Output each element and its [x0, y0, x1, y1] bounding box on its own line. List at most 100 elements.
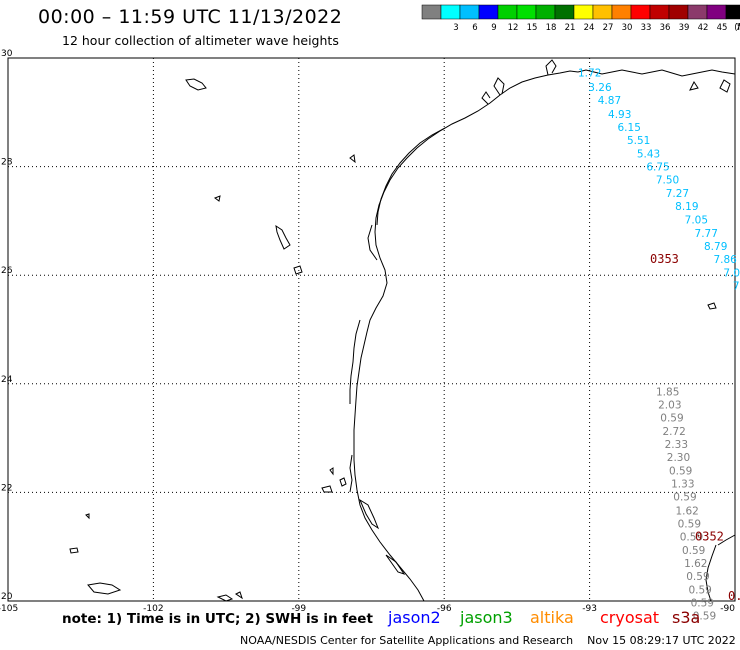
- wave-height-label: 0.59: [660, 412, 683, 424]
- colorbar-swatch: [592, 4, 613, 20]
- map-title: 00:00 – 11:59 UTC 11/13/2022: [38, 6, 343, 28]
- note-text: note: 1) Time is in UTC; 2) SWH is in fe…: [62, 611, 373, 627]
- mission-label-s3a: s3a: [672, 608, 701, 627]
- colorbar-swatch: [516, 4, 537, 20]
- colorbar-label: 36: [660, 23, 671, 33]
- wave-height-label: 1.62: [675, 505, 698, 517]
- wave-height-label: 8.19: [675, 201, 698, 213]
- colorbar-swatch: [649, 4, 670, 20]
- wave-height-label: 7.27: [666, 188, 689, 200]
- colorbar-label: 18: [546, 23, 557, 33]
- credit-line: NOAA/NESDIS Center for Satellite Applica…: [240, 634, 736, 647]
- wave-height-label: 3.26: [588, 82, 612, 94]
- wave-height-label: 7.05: [685, 214, 708, 226]
- colorbar-label: 33: [641, 23, 652, 33]
- colorbar-label: 9: [491, 23, 496, 33]
- colorbar-swatch: [668, 4, 689, 20]
- mission-label-cryosat: cryosat: [600, 608, 660, 627]
- wave-height-label: 0.59: [680, 531, 703, 543]
- colorbar-swatch: [535, 4, 556, 20]
- wave-height-label: 1.85: [656, 386, 679, 398]
- colorbar-unit-label: (ft): [734, 23, 740, 33]
- wave-height-label: 6.75: [646, 162, 669, 174]
- colorbar-swatch: [706, 4, 727, 20]
- wave-height-label: 0.59: [686, 571, 709, 583]
- longitude-tick: -96: [437, 604, 452, 614]
- wave-height-label: 6.15: [618, 122, 641, 134]
- colorbar-swatch: [630, 4, 651, 20]
- colorbar-swatch: [687, 4, 708, 20]
- wave-height-label: 5.51: [627, 135, 650, 147]
- map-subtitle: 12 hour collection of altimeter wave hei…: [62, 33, 339, 48]
- colorbar-swatch: [421, 4, 442, 20]
- wave-height-label: 0.59: [682, 545, 705, 557]
- latitude-tick: 24: [1, 375, 13, 385]
- wave-height-label: 7.77: [695, 228, 718, 240]
- colorbar-label: 27: [603, 23, 614, 33]
- colorbar-swatch: [478, 4, 499, 20]
- generated-timestamp: Nov 15 08:29:17 UTC 2022: [587, 634, 736, 647]
- colorbar-swatch: [440, 4, 461, 20]
- longitude-tick: -105: [0, 604, 18, 614]
- latitude-tick: 28: [1, 158, 13, 168]
- colorbar-label: 12: [508, 23, 519, 33]
- colorbar-swatch: [725, 4, 740, 20]
- wave-height-label: 1.62: [684, 558, 707, 570]
- graticule: [8, 58, 735, 601]
- wave-height-label: 7.50: [656, 175, 679, 187]
- colorbar-label: 21: [565, 23, 576, 33]
- wave-height-label: 1.33: [671, 479, 694, 491]
- wave-height-label: 0.59: [693, 611, 716, 623]
- wave-height-label: 5.43: [637, 149, 660, 161]
- edge-pass-label: 0.: [728, 589, 740, 603]
- colorbar-swatch: [611, 4, 632, 20]
- latitude-tick: 22: [1, 483, 12, 493]
- mission-label-altika: altika: [530, 608, 574, 627]
- colorbar-label: 45: [717, 23, 728, 33]
- map-frame: [7, 57, 736, 602]
- wave-height-label: 0.59: [688, 585, 711, 597]
- colorbar-swatch: [459, 4, 480, 20]
- altimeter-passes: 1.72 3.264.87 4.936.155.51 5.436.757.507.27…: [578, 68, 740, 623]
- longitude-tick-labels: -105 -102 -99 -96 -93 -90: [0, 604, 735, 614]
- wave-height-label: 2.03: [658, 399, 681, 411]
- wave-height-label: 2.33: [665, 439, 688, 451]
- colorbar-legend: 36912151821242730333639424570(ft): [421, 4, 740, 33]
- longitude-tick: -93: [582, 604, 597, 614]
- wave-height-label: 1.72: [578, 68, 601, 80]
- colorbar-swatch: [497, 4, 518, 20]
- colorbar-label: 24: [584, 23, 595, 33]
- colorbar-label: 3: [453, 23, 458, 33]
- colorbar-label: 6: [472, 23, 477, 33]
- longitude-tick: -90: [720, 604, 735, 614]
- colorbar-swatch: [573, 4, 594, 20]
- latitude-tick-labels: 20 22 24 26 28 30: [1, 49, 13, 602]
- altimeter-pass: 1.852.030.592.722.332.300.591.330.591.62…: [656, 386, 724, 622]
- wave-height-label: 0.59: [669, 466, 692, 478]
- colorbar-label: 39: [679, 23, 690, 33]
- wave-height-label: 2.72: [662, 426, 685, 438]
- latitude-tick: 20: [1, 592, 13, 602]
- colorbar-label: 42: [698, 23, 709, 33]
- mission-label-jason2: jason2: [388, 608, 441, 627]
- pass-id-label: 0353: [650, 252, 679, 266]
- mission-label-jason3: jason3: [460, 608, 513, 627]
- colorbar-label: 15: [527, 23, 538, 33]
- altimeter-pass: 1.72 3.264.87 4.936.155.51 5.436.757.507.27…: [578, 68, 740, 293]
- pass-id-label: 0352: [695, 529, 724, 543]
- coastline: [69, 59, 736, 602]
- latitude-tick: 26: [1, 266, 13, 276]
- wave-height-label: 7.81: [733, 281, 740, 293]
- wave-height-label: 0.59: [691, 598, 714, 610]
- wave-height-label: 2.30: [667, 452, 690, 464]
- wave-height-label: 8.79: [704, 241, 727, 253]
- wave-height-label: 7.06: [723, 267, 740, 279]
- longitude-tick: -99: [291, 604, 306, 614]
- wave-height-label: 4.93: [608, 109, 631, 121]
- credit-text: NOAA/NESDIS Center for Satellite Applica…: [240, 634, 574, 647]
- wave-height-label: 0.59: [678, 518, 701, 530]
- colorbar-label: 30: [622, 23, 633, 33]
- wave-height-label: 0.59: [673, 492, 696, 504]
- colorbar-swatch: [554, 4, 575, 20]
